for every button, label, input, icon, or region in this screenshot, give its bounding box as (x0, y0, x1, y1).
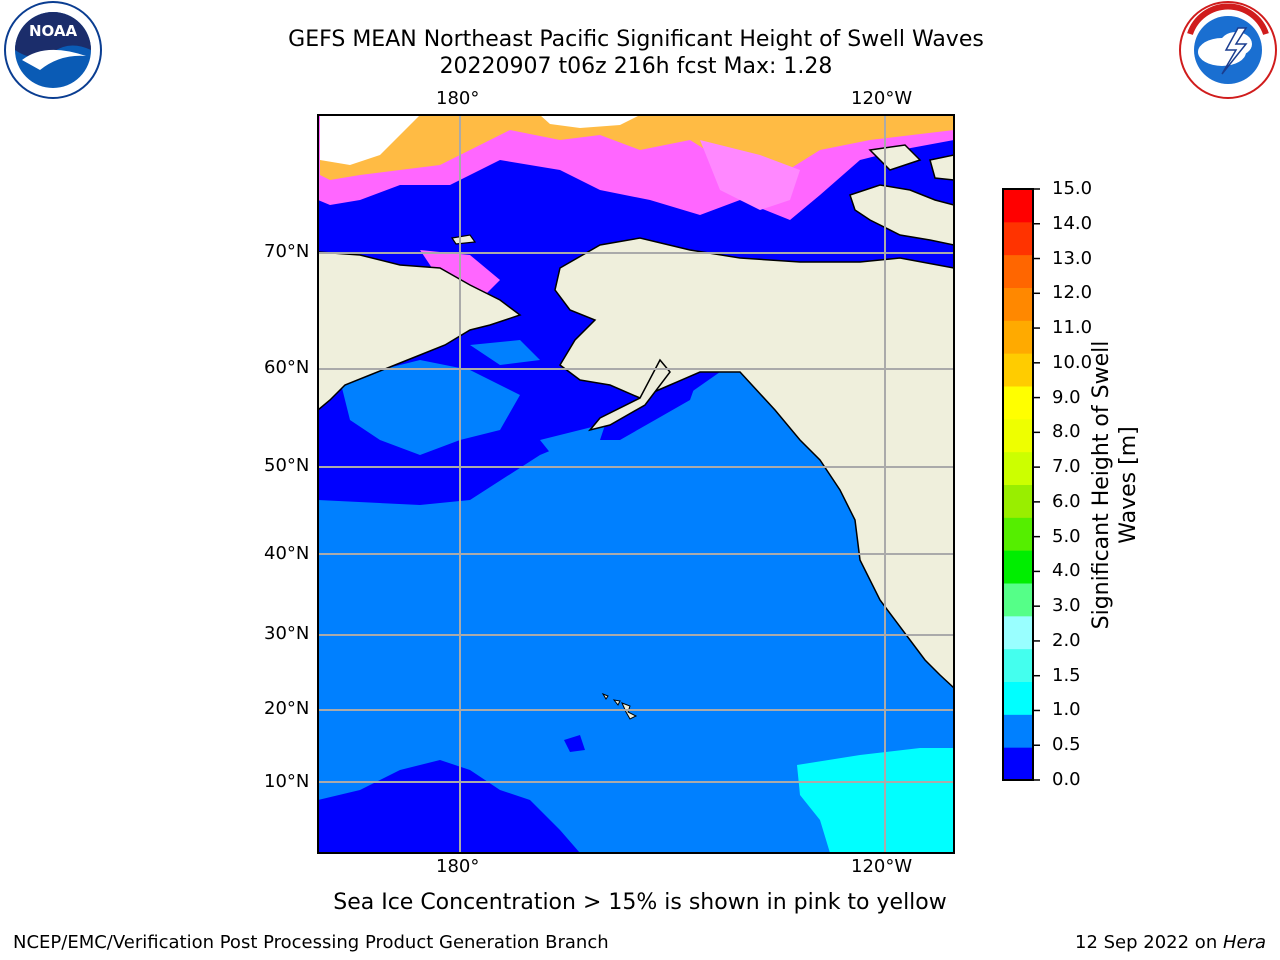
colorbar-label: Significant Height of Swell Waves [m] (1089, 340, 1141, 630)
colorbar (1002, 188, 1040, 781)
colorbar-segment (1003, 418, 1033, 453)
colorbar-segment (1003, 189, 1033, 223)
chart-title: GEFS MEAN Northeast Pacific Significant … (288, 27, 984, 52)
footer-branch: NCEP/EMC/Verification Post Processing Pr… (13, 932, 609, 953)
colorbar-tick-label: 6.0 (1052, 490, 1081, 512)
colorbar-segment (1003, 320, 1033, 354)
lat-tick-40n: 40°N (264, 543, 310, 564)
colorbar-tick-label: 7.0 (1052, 456, 1081, 478)
colorbar-segment (1003, 583, 1033, 617)
lat-tick-70n: 70°N (264, 241, 310, 262)
lon-tick-bottom-120w: 120°W (851, 856, 913, 877)
lat-tick-60n: 60°N (264, 357, 310, 378)
colorbar-segment (1003, 221, 1033, 256)
svg-text:NOAA: NOAA (29, 22, 78, 40)
colorbar-tick-label: 1.5 (1052, 664, 1081, 686)
colorbar-tick-label: 10.0 (1052, 351, 1093, 373)
colorbar-tick-label: 0.5 (1052, 734, 1081, 756)
footer-date-text: 12 Sep 2022 on (1075, 932, 1223, 953)
colorbar-segment (1003, 714, 1033, 748)
colorbar-tick-label: 0.0 (1052, 769, 1081, 790)
colorbar-segment (1003, 615, 1033, 650)
noaa-logo: NOAA (4, 1, 102, 99)
colorbar-tick-label: 3.0 (1052, 595, 1081, 617)
colorbar-segment (1003, 550, 1033, 584)
map-area (318, 115, 954, 853)
footer-host: Hera (1222, 932, 1266, 953)
colorbar-tick-label: 4.0 (1052, 560, 1081, 582)
colorbar-frame (1002, 188, 1034, 781)
colorbar-tick-label: 11.0 (1052, 317, 1093, 339)
chart-subtitle: 20220907 t06z 216h fcst Max: 1.28 (439, 54, 833, 79)
colorbar-segment (1003, 353, 1033, 387)
lat-tick-10n: 10°N (264, 771, 310, 792)
colorbar-segment (1003, 648, 1033, 682)
colorbar-segment (1003, 386, 1033, 420)
colorbar-tick-label: 1.0 (1052, 699, 1081, 721)
lon-tick-bottom-180: 180° (436, 856, 480, 877)
lat-tick-50n: 50°N (264, 455, 310, 476)
colorbar-tick-label: 9.0 (1052, 386, 1081, 408)
nws-logo (1179, 1, 1277, 99)
lat-tick-30n: 30°N (264, 623, 310, 644)
lat-tick-20n: 20°N (264, 698, 310, 719)
footer-date: 12 Sep 2022 on Hera (1075, 932, 1266, 953)
colorbar-tick-label: 5.0 (1052, 525, 1081, 547)
sea-ice-caption: Sea Ice Concentration > 15% is shown in … (333, 890, 947, 915)
colorbar-segment (1003, 254, 1033, 288)
colorbar-tick-label: 12.0 (1052, 282, 1093, 304)
colorbar-tick-label: 13.0 (1052, 247, 1093, 269)
colorbar-tick-label: 2.0 (1052, 629, 1081, 651)
colorbar-tick-label: 8.0 (1052, 421, 1081, 443)
colorbar-segment (1003, 517, 1033, 551)
colorbar-tick-label: 15.0 (1052, 178, 1093, 199)
colorbar-segment (1003, 287, 1033, 321)
map-frame (317, 114, 955, 854)
colorbar-segment (1003, 681, 1033, 715)
colorbar-tick-label: 14.0 (1052, 212, 1093, 234)
colorbar-segment (1003, 484, 1033, 518)
lon-tick-top-180: 180° (436, 88, 480, 109)
colorbar-segment (1003, 747, 1033, 781)
colorbar-segment (1003, 451, 1033, 485)
lon-tick-top-120w: 120°W (851, 88, 913, 109)
